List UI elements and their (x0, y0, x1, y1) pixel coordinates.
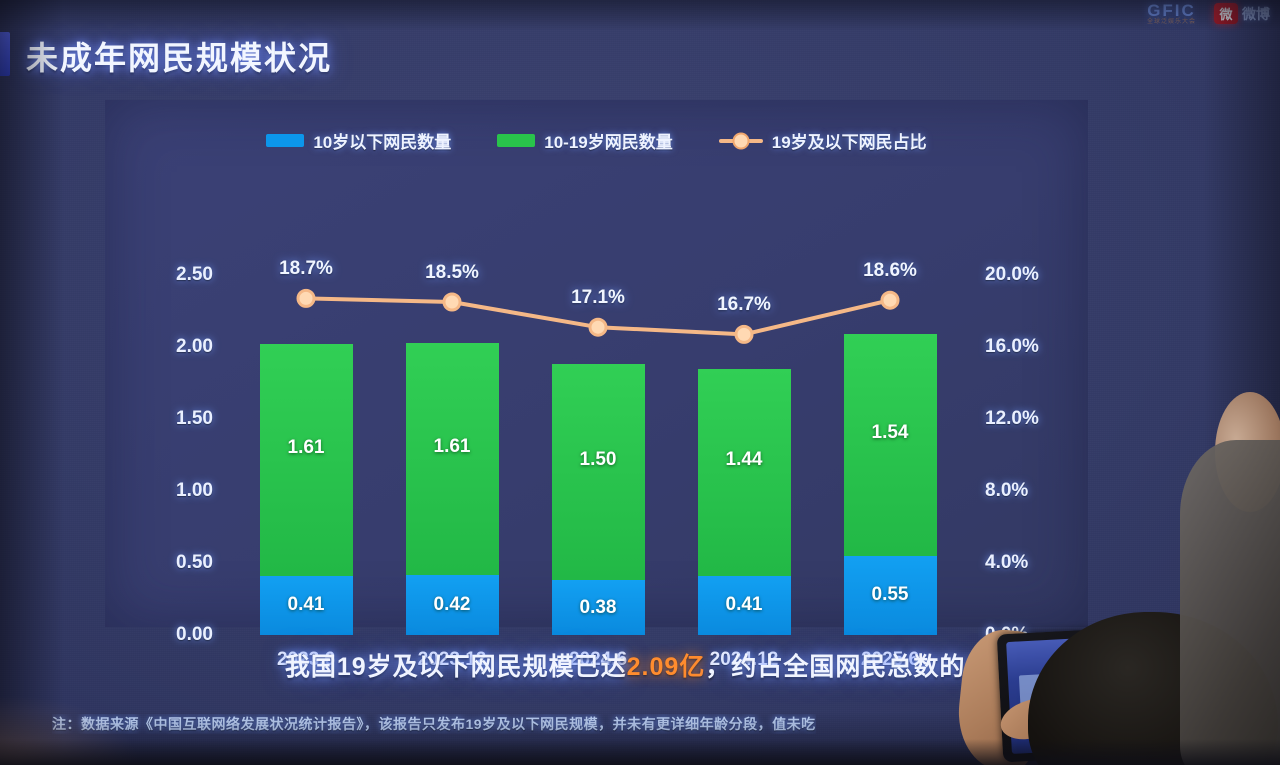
legend-item-1[interactable]: 10岁以下网民数量 (266, 128, 451, 153)
y-axis-tick-left: 0.00 (176, 624, 213, 645)
bar-value-label: 1.61 (433, 435, 471, 457)
bar-segment-green[interactable]: 1.50 (551, 364, 645, 581)
bar-value-label: 1.50 (579, 449, 617, 471)
bar-group[interactable]: 1.50 0.38 2024.6 (551, 275, 645, 670)
gfic-logo: GFIC 全球泛娱乐大会 (1147, 2, 1196, 25)
weibo-logo-text: 微博 (1242, 5, 1270, 22)
line-value-label: 16.7% (717, 294, 771, 316)
bar-value-label: 1.54 (871, 421, 909, 443)
bar-segment-blue[interactable]: 0.42 (405, 574, 499, 635)
bar-segment-blue[interactable]: 0.38 (551, 580, 645, 635)
y-axis-tick-right: 20.0% (985, 264, 1039, 285)
legend-swatch-icon (266, 134, 305, 147)
title-accent-bar (0, 32, 10, 76)
bar-segment-green[interactable]: 1.44 (697, 368, 791, 576)
chart-legend: 10岁以下网民数量 10-19岁网民数量 19岁及以下网民占比 (105, 128, 1088, 153)
slide-caption: 我国19岁及以下网民规模已达2.09亿，约占全国网民总数的18 (0, 647, 1280, 683)
bar-segment-blue[interactable]: 0.55 (843, 555, 937, 635)
bar-segment-green[interactable]: 1.61 (405, 342, 499, 575)
bar-value-label: 0.41 (725, 594, 763, 616)
slide-footnote: 注：数据来源《中国互联网络发展状况统计报告》，该报告只发布19岁及以下网民规模，… (52, 716, 816, 732)
caption-suffix: ，约占全国网民总数的18 (705, 653, 996, 681)
bar-segment-blue[interactable]: 0.41 (697, 575, 791, 635)
legend-line-marker-icon (718, 138, 763, 143)
legend-swatch-icon (497, 134, 536, 147)
line-value-label: 18.5% (425, 262, 479, 283)
caption-prefix: 我国19岁及以下网民规模已达 (284, 653, 627, 681)
bar-group[interactable]: 1.54 0.55 2025.6 (843, 275, 937, 670)
bar-value-label: 1.61 (287, 437, 325, 459)
logo-group: GFIC 全球泛娱乐大会 微 微博 (1147, 2, 1270, 25)
line-value-label: 17.1% (571, 287, 625, 309)
caption-highlight: 2.09亿 (626, 653, 706, 681)
bar-segment-blue[interactable]: 0.41 (259, 575, 353, 635)
y-axis-tick-right: 0.0% (985, 624, 1029, 645)
bar-value-label: 0.38 (579, 596, 617, 618)
y-axis-tick-left: 2.00 (176, 336, 213, 357)
legend-label: 10岁以下网民数量 (313, 133, 452, 152)
y-axis-tick-right: 8.0% (985, 480, 1029, 501)
y-axis-tick-left: 2.50 (176, 264, 213, 285)
bar-group[interactable]: 1.44 0.41 2024.12 (697, 275, 791, 670)
legend-label: 10-19岁网民数量 (544, 133, 673, 152)
chart-panel: 10岁以下网民数量 10-19岁网民数量 19岁及以下网民占比 0.00 0.50 1.… (105, 100, 1088, 670)
y-axis-tick-right: 16.0% (985, 336, 1039, 357)
y-axis-tick-left: 1.50 (176, 408, 213, 429)
line-value-label: 18.7% (279, 258, 333, 280)
weibo-logo: 微 微博 (1214, 3, 1270, 24)
bar-group[interactable]: 1.61 0.41 2023.6 (259, 275, 353, 670)
bar-value-label: 1.44 (725, 449, 763, 471)
line-value-label: 18.6% (863, 260, 917, 282)
bar-value-label: 0.41 (287, 594, 325, 616)
page-title: 未成年网民规模状况 (26, 40, 333, 76)
y-axis-tick-left: 0.50 (176, 552, 213, 573)
bar-value-label: 0.55 (871, 584, 909, 606)
bar-segment-green[interactable]: 1.61 (259, 344, 353, 576)
gfic-logo-text: GFIC (1147, 1, 1196, 20)
y-axis-tick-right: 12.0% (985, 408, 1039, 429)
plot-area: 0.00 0.50 1.00 1.50 2.00 2.50 0.0% 4.0% 8.0% 12.0… (176, 258, 1039, 670)
gfic-logo-subtext: 全球泛娱乐大会 (1146, 19, 1196, 25)
y-axis-tick-right: 4.0% (985, 552, 1029, 573)
weibo-mark-icon: 微 (1214, 3, 1238, 24)
bar-group[interactable]: 1.61 0.42 2023.12 (405, 275, 499, 670)
legend-item-3[interactable]: 19岁及以下网民占比 (718, 128, 927, 153)
bar-segment-green[interactable]: 1.54 (843, 334, 937, 556)
bar-value-label: 0.42 (433, 593, 471, 615)
legend-item-2[interactable]: 10-19岁网民数量 (497, 128, 673, 153)
legend-label: 19岁及以下网民占比 (771, 133, 927, 152)
y-axis-tick-left: 1.00 (176, 480, 213, 501)
